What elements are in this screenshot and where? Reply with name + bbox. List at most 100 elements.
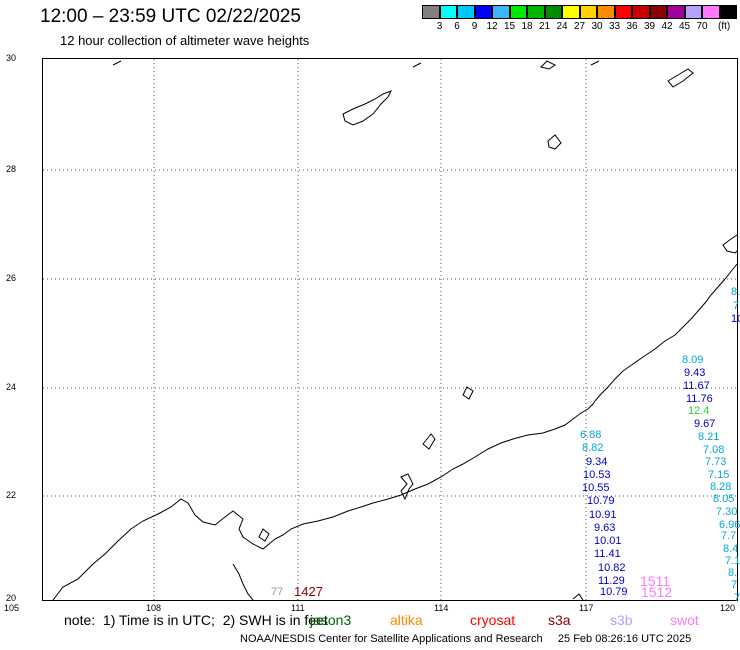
wave-height-label: 6.96 (719, 519, 740, 531)
colorbar-swatch (509, 5, 527, 19)
colorbar-tick-label: 30 (591, 21, 603, 32)
lat-label: 28 (6, 164, 17, 174)
colorbar-swatch (457, 5, 475, 19)
colorbar-tick-label: 24 (556, 21, 568, 32)
legend-item-s3a: s3a (548, 612, 571, 628)
wave-height-label: 8.09 (682, 354, 704, 366)
footer-credit: NOAA/NESDIS Center for Satellite Applica… (240, 633, 692, 645)
wave-height-label: 9.67 (694, 418, 716, 430)
wave-height-label: 7 (731, 579, 738, 591)
legend-item-s3b: s3b (610, 612, 633, 628)
pass-time-label: 1427 (294, 584, 323, 599)
colorbar-unit: (ft) (718, 21, 731, 32)
wave-height-label: 10.79 (600, 586, 628, 598)
colorbar-swatch (702, 5, 720, 19)
pass-time-label: 77 (271, 586, 284, 598)
wave-height-label: 11.41 (594, 548, 621, 560)
colorbar-swatch (544, 5, 562, 19)
colorbar-tick-label: 12 (486, 21, 498, 32)
wave-height-label: 8.4 (723, 543, 739, 555)
pass-time-label: 1512 (641, 584, 673, 600)
wave-height-label: 8.05 (713, 493, 735, 505)
wave-height-label: 10.82 (598, 562, 626, 574)
map-subtitle: 12 hour collection of altimeter wave hei… (60, 33, 310, 48)
lat-label: 30 (6, 53, 17, 63)
wave-height-label: 8. (731, 286, 740, 298)
wave-height-label: 7.08 (703, 444, 725, 456)
wave-height-label: 10.91 (589, 509, 617, 521)
lat-label: 20 (6, 593, 17, 603)
wave-height-label: 7.30 (716, 506, 738, 518)
colorbar-tick-label: 27 (573, 21, 586, 32)
colorbar-swatch (597, 5, 615, 19)
colorbar-swatch (562, 5, 580, 19)
wave-height-colorbar (422, 5, 737, 19)
wave-height-label: 8.82 (582, 442, 604, 454)
colorbar-swatch (719, 5, 737, 19)
colorbar-tick-label: 42 (661, 21, 673, 32)
wave-height-label: 10.53 (583, 469, 611, 481)
wave-height-label: 9.34 (586, 456, 608, 468)
coastline (52, 60, 737, 600)
lon-label: 117 (579, 603, 594, 613)
lon-label: 114 (434, 603, 449, 613)
legend-item-swot: swot (670, 612, 699, 628)
colorbar-tick-label: 70 (696, 21, 708, 32)
colorbar-swatch (527, 5, 545, 19)
colorbar-swatch (492, 5, 510, 19)
colorbar-tick-label: 36 (626, 21, 638, 32)
colorbar-swatch (439, 5, 457, 19)
colorbar-tick-label: 15 (503, 21, 516, 32)
lon-label: 111 (291, 603, 305, 613)
map-frame (42, 58, 738, 601)
wave-height-label: 11.76 (686, 393, 713, 405)
wave-height-label: 7.73 (705, 456, 727, 468)
wave-height-label: 10.79 (587, 495, 615, 507)
lon-label: 120 (720, 603, 736, 613)
wave-height-label: 7 (734, 592, 740, 604)
wave-height-label: 7.15 (708, 469, 730, 481)
colorbar-swatch (422, 5, 440, 19)
colorbar-labels: 3 6 9 12 15 18 21 24 27 30 33 36 39 42 45 70 (422, 21, 722, 33)
colorbar-swatch (474, 5, 492, 19)
colorbar-tick-label: 33 (608, 21, 621, 32)
colorbar-tick-label: 6 (454, 21, 460, 32)
map-title: 12:00 – 23:59 UTC 02/22/2025 (40, 6, 301, 27)
wave-height-label: 10.01 (594, 535, 622, 547)
colorbar-tick-label: 3 (436, 21, 443, 32)
lon-label: 108 (146, 603, 162, 613)
lat-label: 26 (6, 273, 17, 283)
lat-label: 22 (6, 490, 17, 500)
wave-height-label: 8.21 (698, 431, 720, 443)
colorbar-swatch (667, 5, 685, 19)
wave-height-label: 11.67 (683, 380, 710, 392)
colorbar-swatch (614, 5, 632, 19)
wave-height-label: 7.1 (725, 555, 740, 567)
wave-height-label: 10 (731, 313, 740, 325)
colorbar-tick-label: 21 (538, 21, 551, 32)
lat-label: 24 (6, 382, 17, 392)
wave-height-label: 6.88 (580, 429, 602, 441)
wave-height-label: 9.63 (594, 522, 616, 534)
wave-height-label: 8. (728, 567, 738, 579)
colorbar-tick-label: 39 (643, 21, 656, 32)
wave-height-label: 9.43 (684, 367, 706, 379)
colorbar-tick-label: 9 (471, 21, 478, 32)
colorbar-swatch (632, 5, 650, 19)
wave-height-label: 12.4 (688, 405, 710, 417)
colorbar-tick-label: 45 (678, 21, 691, 32)
wave-height-label: 7.7 (721, 530, 737, 542)
legend-item-altika: altika (390, 612, 423, 628)
wave-height-label: 10.55 (582, 482, 610, 494)
wave-height-label: 7 (733, 300, 740, 312)
wave-height-label: 11.29 (598, 575, 625, 587)
colorbar-tick-label: 18 (521, 21, 533, 32)
colorbar-swatch (649, 5, 667, 19)
lon-label: 105 (4, 603, 20, 613)
footer-note: note: 1) Time is in UTC; 2) SWH is in fe… (64, 612, 328, 628)
pass-time-label: 1511 (640, 573, 671, 589)
colorbar-swatch (684, 5, 702, 19)
legend-item-jason3: jason3 (310, 612, 352, 628)
legend-item-cryosat: cryosat (470, 612, 516, 628)
colorbar-swatch (579, 5, 597, 19)
